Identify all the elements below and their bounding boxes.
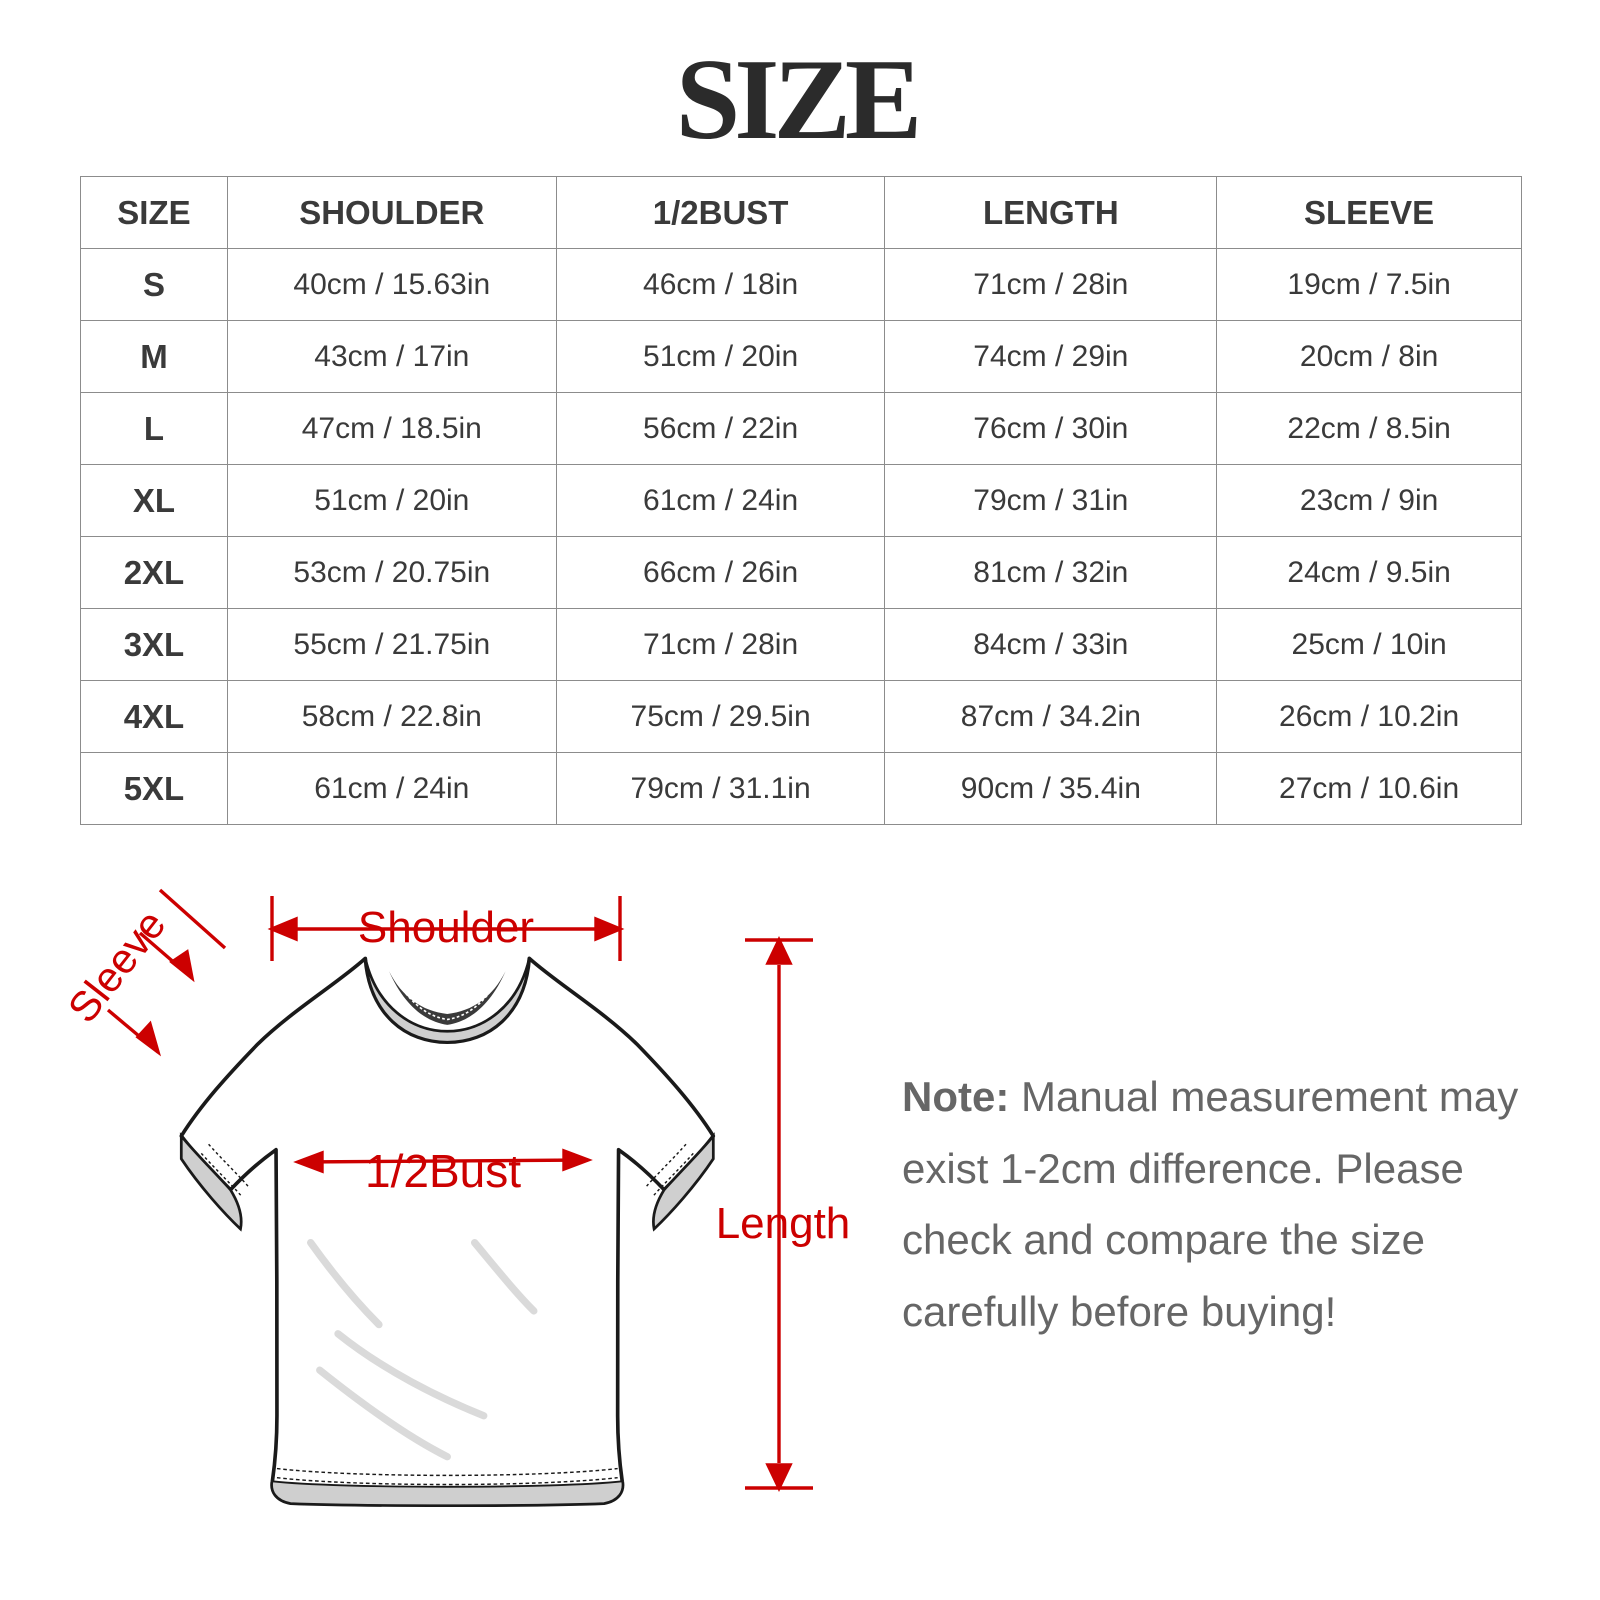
svg-text:1/2Bust: 1/2Bust: [365, 1145, 521, 1197]
svg-text:Shoulder: Shoulder: [358, 903, 534, 952]
svg-text:Length: Length: [716, 1199, 851, 1248]
svg-text:Sleeve: Sleeve: [59, 901, 175, 1031]
